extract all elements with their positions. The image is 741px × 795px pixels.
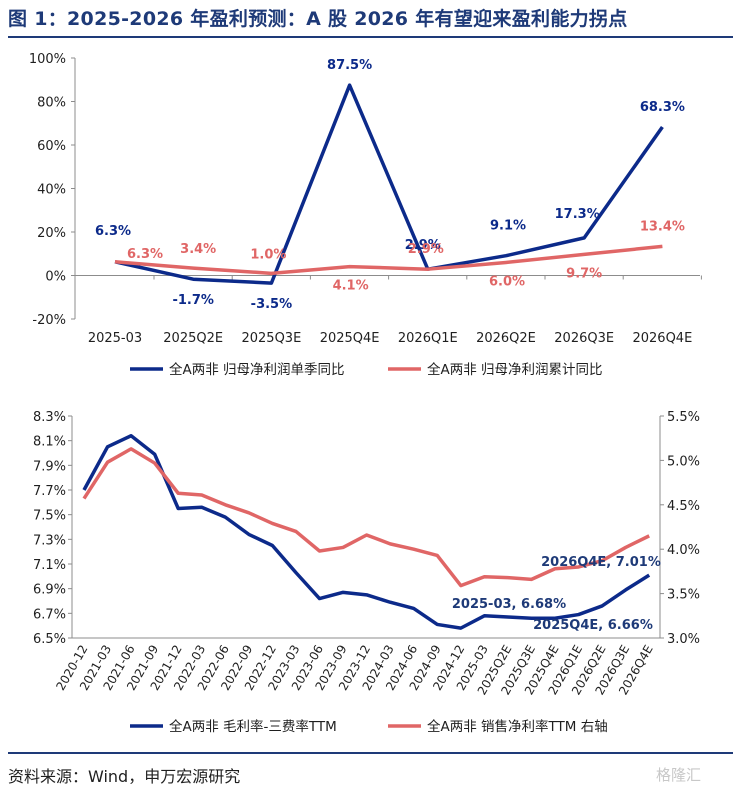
left-y-tick-label: 8.3% <box>33 410 66 425</box>
annotation-label: 2025-03, 6.68% <box>452 597 566 612</box>
right-y-tick-label: 5.0% <box>667 454 700 469</box>
source-note: 资料来源：Wind，申万宏源研究 <box>8 767 241 786</box>
right-y-tick-label: 5.5% <box>667 410 700 425</box>
x-tick-label: 2025Q2E <box>163 331 223 346</box>
y-tick-label: 80% <box>37 96 66 111</box>
cumulative-data-label: 9.7% <box>566 266 602 281</box>
x-tick-label: 2026Q4E <box>632 331 692 346</box>
gross-margin-line <box>82 433 651 630</box>
x-tick-label: 2025-03 <box>88 331 142 346</box>
source-rule <box>8 752 733 754</box>
net-margin-line <box>82 447 650 588</box>
right-y-tick-label: 4.0% <box>667 543 700 558</box>
x-tick-label: 2026Q2E <box>476 331 536 346</box>
left-y-tick-label: 7.3% <box>33 533 66 548</box>
single-quarter-data-label: -1.7% <box>172 293 213 308</box>
legend-label-gross-margin: 全A两非 毛利率-三费率TTM <box>169 718 337 735</box>
left-y-tick-label: 6.7% <box>33 607 66 622</box>
x-tick-label: 2026Q3E <box>554 331 614 346</box>
single-quarter-yoy-line <box>114 83 664 285</box>
single-quarter-data-label: 68.3% <box>640 100 685 115</box>
y-tick-label: 40% <box>37 183 66 198</box>
y-tick-label: 0% <box>45 270 66 285</box>
legend-label-single-quarter: 全A两非 归母净利润单季同比 <box>169 361 345 378</box>
single-quarter-data-label: 6.3% <box>95 224 131 239</box>
cumulative-data-label: 3.4% <box>180 242 216 257</box>
right-y-tick-label: 3.5% <box>667 588 700 603</box>
x-tick-label: 2026Q1E <box>398 331 458 346</box>
watermark-logo: 格隆汇 <box>656 766 702 784</box>
left-y-tick-label: 6.5% <box>33 632 66 647</box>
cumulative-data-label: 13.4% <box>640 219 685 234</box>
annotation-label: 2026Q4E, 7.01% <box>541 555 661 570</box>
cumulative-data-label: 4.1% <box>333 279 369 294</box>
single-quarter-data-label: 87.5% <box>327 58 372 73</box>
single-quarter-data-label: 2.9% <box>405 238 441 253</box>
left-y-tick-label: 7.5% <box>33 509 66 524</box>
cumulative-data-label: 1.0% <box>250 247 286 262</box>
y-tick-label: 20% <box>37 226 66 241</box>
left-y-tick-label: 7.9% <box>33 459 66 474</box>
figure-title: 图 1：2025-2026 年盈利预测：A 股 2026 年有望迎来盈利能力拐点 <box>8 8 628 30</box>
x-tick-label: 2025Q3E <box>241 331 301 346</box>
cumulative-data-label: 2.9% <box>408 242 444 257</box>
right-y-tick-label: 3.0% <box>667 632 700 647</box>
left-y-tick-label: 7.7% <box>33 484 66 499</box>
x-tick-label: 2025Q4E <box>320 331 380 346</box>
left-y-tick-label: 8.1% <box>33 435 66 450</box>
annotation-label: 2025Q4E, 6.66% <box>533 618 653 633</box>
title-rule <box>8 36 733 38</box>
single-quarter-data-label: 17.3% <box>555 207 600 222</box>
right-y-tick-label: 4.5% <box>667 499 700 514</box>
cumulative-data-label: 6.0% <box>489 274 525 289</box>
cumulative-data-label: 6.3% <box>127 247 163 262</box>
y-tick-label: 60% <box>37 139 66 154</box>
y-tick-label: 100% <box>29 52 66 67</box>
left-y-tick-label: 7.1% <box>33 558 66 573</box>
left-y-tick-label: 6.9% <box>33 583 66 598</box>
single-quarter-data-label: -3.5% <box>251 297 292 312</box>
legend-label-cumulative: 全A两非 归母净利润累计同比 <box>427 361 603 378</box>
cumulative-yoy-line <box>114 244 663 276</box>
legend-label-net-margin: 全A两非 销售净利率TTM 右轴 <box>427 718 608 735</box>
y-tick-label: -20% <box>32 313 66 328</box>
single-quarter-data-label: 9.1% <box>490 219 526 234</box>
